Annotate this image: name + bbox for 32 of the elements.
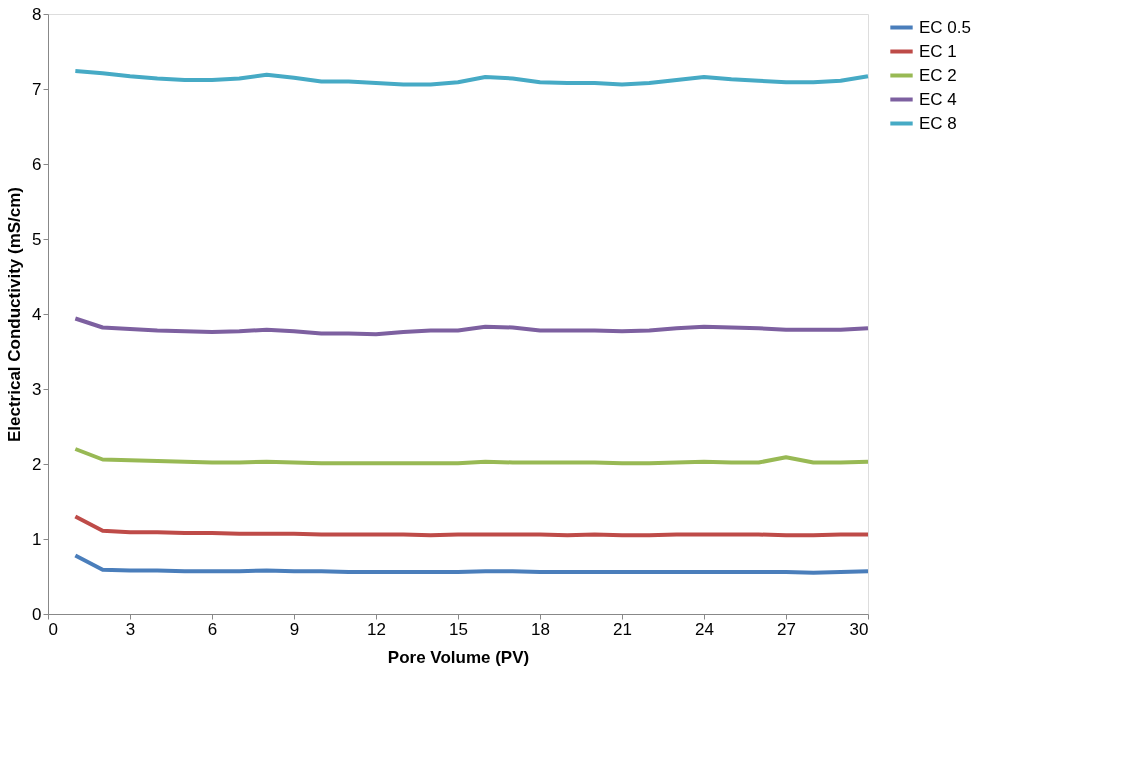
- x-axis-title: Pore Volume (PV): [387, 647, 530, 667]
- x-tick-label: 18: [531, 619, 550, 639]
- x-tick-label: 0: [48, 619, 58, 639]
- y-tick-label: 6: [32, 154, 42, 174]
- y-tick-label: 8: [32, 4, 42, 24]
- x-tick-label: 30: [849, 619, 869, 639]
- x-tick-label: 6: [207, 619, 218, 639]
- line-series: [73, 69, 870, 87]
- y-tick-label: 5: [32, 229, 42, 249]
- legend-label: EC 0.5: [919, 17, 971, 37]
- y-tick-label: 1: [32, 529, 42, 549]
- x-tick-label: 24: [695, 619, 714, 639]
- x-tick-label: 27: [777, 619, 796, 639]
- legend-label: EC 4: [919, 89, 957, 109]
- x-tick-label: 9: [289, 619, 300, 639]
- x-tick-label: 21: [613, 619, 632, 639]
- legend-label: EC 1: [919, 41, 957, 61]
- y-axis-title: Electrical Conductivity (mS/cm): [5, 186, 25, 443]
- legend-label: EC 8: [919, 113, 957, 133]
- x-tick-label: 3: [125, 619, 136, 639]
- line-series: [73, 316, 870, 337]
- y-tick-label: 4: [32, 304, 42, 324]
- line-series: [73, 553, 870, 575]
- y-tick-label: 3: [32, 379, 42, 399]
- line-series: [73, 514, 870, 538]
- y-tick-label: 0: [32, 604, 42, 624]
- x-tick-label: 15: [449, 619, 468, 639]
- x-tick-label: 12: [367, 619, 386, 639]
- y-tick-label: 2: [32, 454, 42, 474]
- line-series: [73, 447, 870, 466]
- legend-label: EC 2: [919, 65, 957, 85]
- y-tick-label: 7: [32, 79, 42, 99]
